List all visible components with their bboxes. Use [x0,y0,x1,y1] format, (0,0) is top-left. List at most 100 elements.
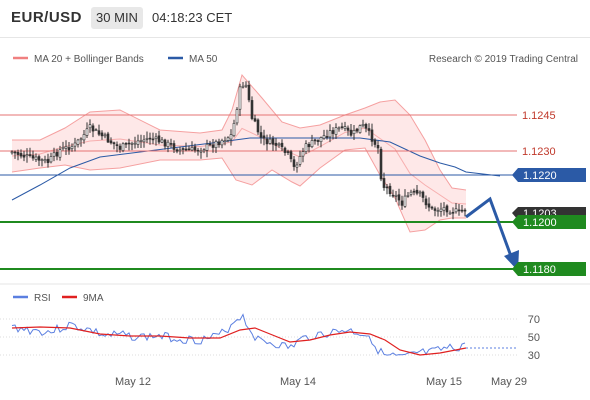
candle-up [268,138,272,144]
candle-up [10,151,14,154]
candle-down [127,142,131,145]
candle-up [319,137,323,143]
candle-down [37,156,41,161]
candle-down [208,143,212,146]
resistance-label-2: 1.1230 [522,146,556,158]
support-label-1: 1.1200 [523,217,557,229]
candle-down [262,135,266,139]
candle-down [112,142,116,145]
candle-up [223,140,227,143]
candle-down [382,178,386,188]
candle-up [358,125,362,133]
candle-up [310,140,314,147]
candle-down [91,125,95,132]
candle-down [307,144,311,148]
candle-up [238,86,242,110]
candle-up [298,156,302,165]
candle-up [241,85,245,88]
candle-down [16,152,20,155]
candle-down [427,203,431,208]
candle-up [82,134,86,141]
candle-down [46,158,50,163]
candle-up [406,195,410,197]
candle-up [154,136,158,139]
candle-down [340,126,344,128]
candle-up [409,191,413,195]
candle-down [22,154,26,158]
candle-up [295,164,299,168]
candle-down [400,200,404,206]
candle-up [442,207,446,211]
candle-up [139,140,143,142]
rsi-legend-label: RSI [34,293,51,304]
ma50-legend-label: MA 50 [189,54,218,65]
candle-up [73,142,77,147]
candle-down [151,138,155,141]
x-tick-may-12: May 12 [115,376,151,388]
candle-down [28,154,32,156]
candle-up [199,150,203,153]
candle-up [202,149,206,152]
candle-up [79,138,83,141]
rsi-tick-50: 50 [528,332,540,344]
candle-down [385,186,389,189]
candle-down [265,138,269,145]
candle-up [88,124,92,129]
candle-up [130,143,134,145]
resistance-label-1: 1.1245 [522,110,556,122]
candle-down [424,198,428,206]
support-price-tag-1: 1.1200 [512,215,586,229]
candle-up [394,195,398,197]
candle-down [373,139,377,145]
pivot-label: 1.1220 [523,170,557,182]
candle-down [181,148,185,150]
forecast-path [465,196,514,260]
candle-up [64,146,68,149]
x-axis: May 12 May 14 May 15 May 29 [115,376,527,388]
candle-up [61,147,65,150]
candle-up [190,147,194,151]
support-price-tag-2: 1.1180 [512,262,586,276]
candle-down [391,194,395,197]
candle-up [103,134,107,137]
candle-up [352,130,356,134]
timeframe-button[interactable]: 30 MIN [91,7,143,29]
support-label-2: 1.1180 [523,264,556,276]
ma50-line [11,137,501,201]
candle-down [193,146,197,151]
candle-up [361,124,365,127]
candle-down [313,139,317,142]
candle-down [109,140,113,144]
candlestick-series [10,80,467,220]
candle-down [247,84,251,101]
candle-down [253,118,257,122]
candle-down [106,133,110,143]
candle-down [292,159,296,167]
candle-down [115,144,119,147]
candle-up [343,126,347,129]
candle-down [217,141,221,146]
candle-down [367,128,371,131]
candle-down [211,144,215,148]
candle-down [100,132,104,137]
candle-down [274,142,278,146]
bollinger-band-area [12,75,466,232]
candle-up [178,149,182,152]
candle-down [415,189,419,194]
candle-down [349,129,353,136]
candle-up [136,140,140,145]
candle-up [229,134,233,140]
candle-up [166,141,170,147]
candle-down [445,205,449,213]
forecast-arrow [465,196,519,271]
candle-up [439,208,443,212]
candle-down [172,143,176,150]
candle-up [322,135,326,139]
candle-down [412,190,416,193]
current-time: 04:18:23 CET [152,10,233,25]
rsi-ma-line [11,326,467,356]
candle-down [463,209,467,212]
candle-down [286,151,290,153]
candle-up [142,139,146,143]
candle-down [370,129,374,142]
